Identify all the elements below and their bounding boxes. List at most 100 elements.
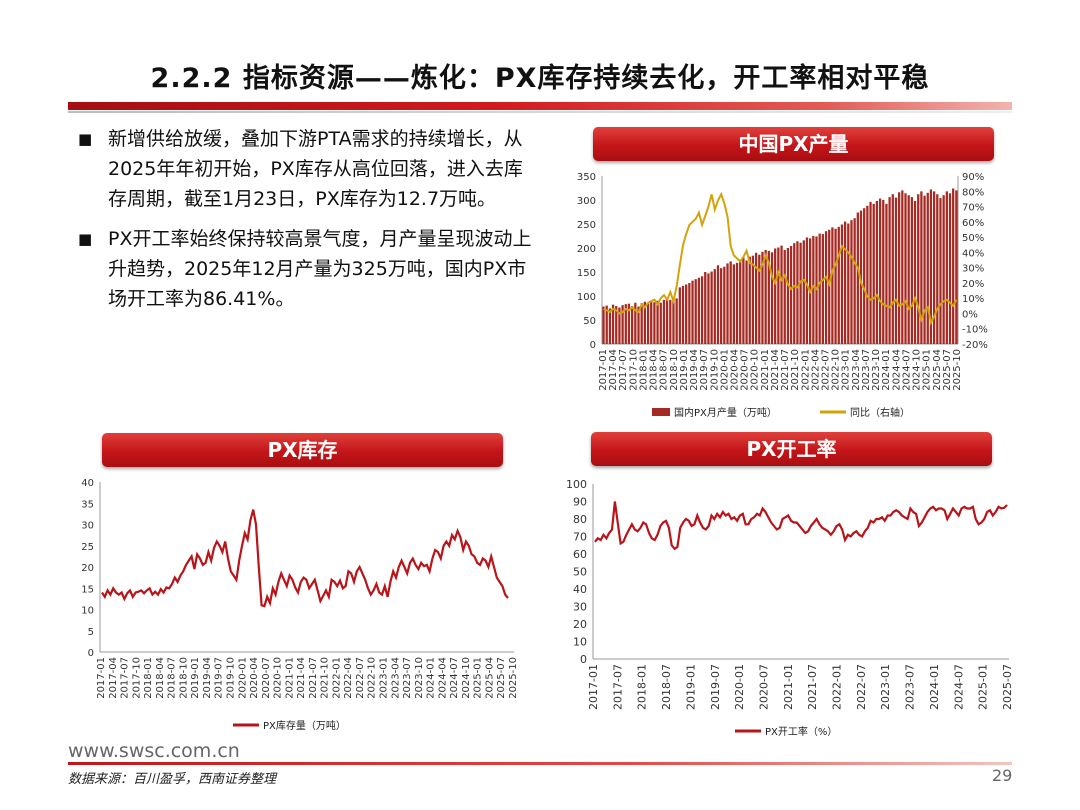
slide-title: 2.2.2 指标资源——炼化：PX库存持续去化，开工率相对平稳: [150, 63, 930, 94]
x-tick-label: 2017-10: [131, 657, 142, 699]
x-tick-label: 2017-07: [618, 349, 629, 391]
legend-label: PX库存量（万吨）: [263, 719, 346, 732]
x-tick-label: 2019-01: [684, 664, 697, 710]
x-tick-label: 2017-04: [108, 657, 119, 699]
output-bar: [745, 260, 748, 344]
data-source-note: 数据来源：百川盈孚，西南证券整理: [68, 772, 277, 787]
y-tick-label: 80: [573, 513, 587, 526]
output-bar: [853, 218, 856, 344]
output-bar: [716, 265, 720, 344]
output-bar: [720, 268, 723, 344]
x-tick-label: 2023-10: [871, 349, 882, 391]
x-tick-label: 2025-10: [952, 349, 963, 391]
x-tick-label: 2024-01: [426, 657, 437, 699]
output-bar: [764, 249, 767, 344]
output-bar: [955, 190, 958, 344]
output-bar: [650, 301, 653, 344]
output-bar: [767, 250, 770, 344]
x-tick-label: 2024-04: [891, 349, 902, 391]
x-tick-label: 2023-01: [379, 657, 390, 699]
output-bar: [774, 248, 777, 344]
x-tick-label: 2024-07: [449, 657, 460, 699]
y2-tick-label: 40%: [962, 248, 984, 259]
chart-title-px-inventory: PX库存: [102, 433, 503, 467]
output-bar: [602, 306, 605, 344]
y2-tick-label: 70%: [962, 203, 984, 214]
legend-label: 国内PX月产量（万吨）: [674, 406, 777, 419]
output-bar: [872, 203, 875, 344]
x-tick-label: 2022-01: [800, 349, 811, 391]
output-bar: [643, 301, 646, 344]
legend-label: PX开工率（%）: [765, 725, 837, 738]
inventory-line: [101, 509, 509, 608]
x-tick-label: 2022-04: [810, 349, 821, 391]
output-bar: [672, 297, 675, 344]
output-bar: [805, 237, 809, 344]
output-bar: [634, 302, 637, 344]
x-tick-label: 2021-01: [284, 657, 295, 699]
title-underline: [68, 102, 1012, 110]
x-tick-label: 2018-01: [638, 349, 649, 391]
output-bar: [729, 261, 732, 344]
output-bar: [742, 257, 745, 344]
x-tick-label: 2017-01: [598, 349, 609, 391]
output-bar: [821, 234, 824, 344]
x-tick-label: 2022-10: [831, 349, 842, 391]
output-bar: [735, 262, 739, 344]
y-tick-label: 70: [573, 531, 587, 544]
output-bar: [894, 197, 898, 344]
x-tick-label: 2023-07: [402, 657, 413, 699]
x-tick-label: 2025-01: [922, 349, 933, 391]
output-bar: [929, 189, 933, 344]
output-bar: [697, 277, 701, 344]
output-bar: [688, 283, 691, 344]
output-bar: [631, 306, 634, 344]
x-tick-label: 2021-07: [780, 349, 791, 391]
output-bar: [818, 233, 821, 344]
output-bar: [707, 273, 710, 344]
x-tick-label: 2018-10: [669, 349, 680, 391]
x-tick-label: 2023-07: [861, 349, 872, 391]
x-tick-label: 2018-07: [660, 664, 673, 710]
output-bar: [675, 298, 678, 344]
x-tick-label: 2023-07: [904, 664, 917, 710]
y-tick-label: 350: [577, 172, 596, 183]
output-bar: [863, 208, 866, 344]
footer-url[interactable]: www.swsc.com.cn: [68, 740, 240, 762]
y-tick-label: 0: [88, 648, 94, 659]
y-tick-label: 0: [580, 653, 587, 666]
output-bar: [891, 194, 894, 344]
output-bar: [926, 192, 929, 344]
y2-tick-label: 80%: [962, 187, 984, 198]
output-bar: [837, 226, 840, 344]
output-bar: [653, 302, 656, 344]
x-tick-label: 2020-04: [729, 349, 740, 391]
y2-tick-label: 90%: [962, 172, 984, 183]
y-tick-label: 100: [566, 478, 587, 491]
output-bar: [656, 300, 659, 344]
x-tick-label: 2023-01: [879, 664, 892, 710]
bullet-item: ■ 新增供给放缓，叠加下游PTA需求的持续增长，从2025年年初开始，PX库存从…: [78, 124, 536, 214]
y-tick-label: 50: [573, 566, 587, 579]
x-tick-label: 2024-10: [461, 657, 472, 699]
x-tick-label: 2024-01: [928, 664, 941, 710]
x-tick-label: 2021-10: [790, 349, 801, 391]
output-bar: [866, 205, 869, 344]
y-tick-label: 150: [577, 268, 596, 279]
output-bar: [859, 210, 863, 344]
y-tick-label: 300: [577, 196, 596, 207]
output-bar: [802, 240, 805, 344]
yoy-line: [603, 191, 958, 326]
y-tick-label: 15: [81, 584, 94, 595]
bullet-list: ■ 新增供给放缓，叠加下游PTA需求的持续增长，从2025年年初开始，PX库存从…: [78, 124, 536, 324]
x-tick-label: 2020-01: [733, 664, 746, 710]
legend-label: 同比（右轴）: [850, 406, 910, 419]
output-bar: [618, 307, 621, 344]
utilization-line: [594, 501, 1008, 551]
x-tick-label: 2022-07: [855, 664, 868, 710]
y-tick-label: 20: [573, 618, 587, 631]
output-bar: [923, 195, 926, 344]
x-tick-label: 2020-07: [261, 657, 272, 699]
output-bar: [936, 194, 939, 344]
